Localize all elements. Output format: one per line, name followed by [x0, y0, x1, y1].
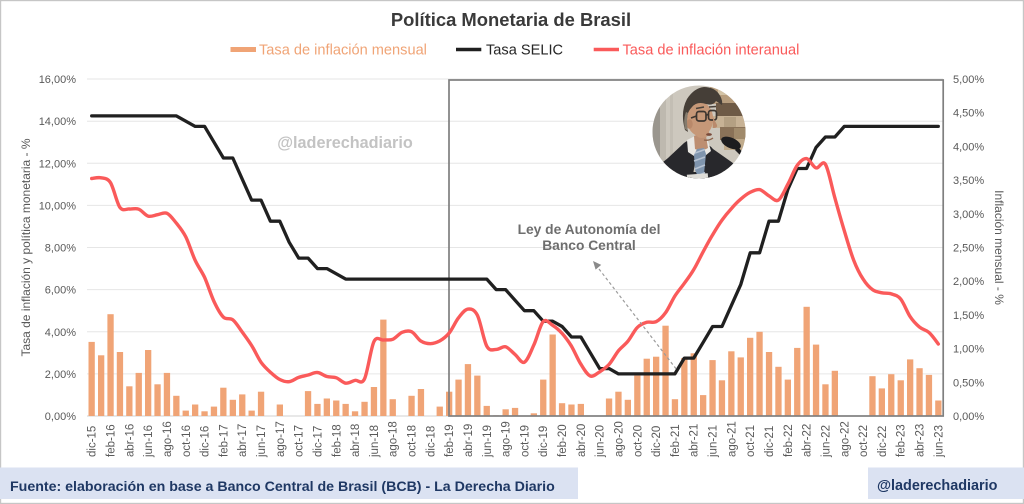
svg-text:ago-21: ago-21 [726, 421, 738, 457]
svg-text:dic-21: dic-21 [764, 426, 776, 457]
svg-text:0,00%: 0,00% [953, 411, 984, 423]
svg-text:jun-16: jun-16 [143, 425, 155, 458]
svg-text:1,00%: 1,00% [953, 344, 984, 356]
svg-text:dic-16: dic-16 [200, 426, 212, 457]
svg-text:3,50%: 3,50% [953, 175, 984, 187]
svg-text:abr-23: abr-23 [915, 424, 927, 457]
svg-text:Tasa de inflación y política m: Tasa de inflación y política monetaria -… [19, 138, 33, 356]
svg-text:10,00%: 10,00% [39, 200, 77, 212]
svg-text:oct-19: oct-19 [519, 425, 531, 457]
svg-text:ago-18: ago-18 [388, 421, 400, 457]
svg-text:abr-18: abr-18 [350, 424, 362, 457]
svg-text:jun-21: jun-21 [708, 425, 720, 458]
svg-text:dic-15: dic-15 [87, 426, 99, 457]
svg-text:Banco Central: Banco Central [542, 238, 636, 253]
svg-text:dic-18: dic-18 [425, 426, 437, 457]
svg-text:feb-21: feb-21 [670, 424, 682, 457]
svg-text:Tasa de inflación mensual: Tasa de inflación mensual [259, 43, 427, 59]
svg-text:abr-22: abr-22 [802, 424, 814, 457]
svg-text:ago-17: ago-17 [275, 421, 287, 457]
svg-text:oct-17: oct-17 [294, 425, 306, 457]
svg-text:Fuente: elaboración en base a: Fuente: elaboración en base a Banco Cent… [10, 479, 555, 495]
svg-text:2,50%: 2,50% [953, 243, 984, 255]
svg-text:dic-19: dic-19 [538, 426, 550, 457]
svg-text:@laderechadiario: @laderechadiario [877, 478, 998, 494]
svg-text:4,00%: 4,00% [953, 141, 984, 153]
svg-text:0,00%: 0,00% [45, 411, 76, 423]
svg-text:abr-20: abr-20 [576, 424, 588, 457]
svg-text:4,50%: 4,50% [953, 108, 984, 120]
svg-text:jun-17: jun-17 [256, 425, 268, 458]
svg-text:5,00%: 5,00% [953, 74, 984, 86]
svg-text:jun-23: jun-23 [933, 425, 945, 458]
svg-text:Inflación mensual - %: Inflación mensual - % [992, 190, 1006, 305]
svg-text:Tasa de inflación interanual: Tasa de inflación interanual [623, 43, 800, 59]
svg-text:jun-18: jun-18 [369, 425, 381, 458]
svg-text:ago-16: ago-16 [162, 421, 174, 457]
svg-text:ago-20: ago-20 [614, 421, 626, 457]
svg-text:feb-19: feb-19 [444, 424, 456, 457]
svg-text:oct-18: oct-18 [407, 425, 419, 457]
svg-text:feb-23: feb-23 [896, 424, 908, 457]
svg-text:ago-19: ago-19 [501, 421, 513, 457]
svg-text:Política Monetaria de Brasil: Política Monetaria de Brasil [391, 9, 631, 30]
svg-text:2,00%: 2,00% [45, 369, 76, 381]
svg-text:feb-16: feb-16 [106, 424, 118, 457]
svg-text:@laderechadiario: @laderechadiario [277, 134, 413, 152]
svg-text:feb-22: feb-22 [783, 424, 795, 457]
svg-text:jun-22: jun-22 [820, 425, 832, 458]
svg-text:8,00%: 8,00% [45, 243, 76, 255]
svg-text:abr-21: abr-21 [689, 424, 701, 457]
svg-text:jun-19: jun-19 [482, 425, 494, 458]
svg-text:Tasa SELIC: Tasa SELIC [486, 43, 563, 59]
svg-text:6,00%: 6,00% [45, 285, 76, 297]
svg-text:dic-17: dic-17 [313, 426, 325, 457]
svg-text:16,00%: 16,00% [39, 74, 77, 86]
svg-text:dic-20: dic-20 [651, 426, 663, 457]
svg-text:2,00%: 2,00% [953, 276, 984, 288]
svg-text:ago-22: ago-22 [839, 421, 851, 457]
svg-text:abr-17: abr-17 [237, 424, 249, 457]
svg-text:oct-16: oct-16 [181, 425, 193, 457]
svg-text:1,50%: 1,50% [953, 310, 984, 322]
svg-text:abr-19: abr-19 [463, 424, 475, 457]
svg-text:Ley de Autonomía del: Ley de Autonomía del [518, 222, 661, 237]
svg-text:feb-18: feb-18 [331, 424, 343, 457]
svg-text:12,00%: 12,00% [39, 158, 77, 170]
svg-text:oct-21: oct-21 [745, 425, 757, 457]
svg-text:oct-20: oct-20 [632, 425, 644, 457]
svg-text:0,50%: 0,50% [953, 377, 984, 389]
svg-text:3,00%: 3,00% [953, 209, 984, 221]
svg-text:4,00%: 4,00% [45, 327, 76, 339]
svg-text:14,00%: 14,00% [39, 116, 77, 128]
svg-text:jun-20: jun-20 [595, 425, 607, 458]
svg-text:dic-22: dic-22 [877, 426, 889, 457]
svg-text:oct-22: oct-22 [858, 425, 870, 457]
svg-text:abr-16: abr-16 [124, 424, 136, 457]
svg-text:feb-17: feb-17 [218, 424, 230, 457]
svg-text:feb-20: feb-20 [557, 424, 569, 457]
